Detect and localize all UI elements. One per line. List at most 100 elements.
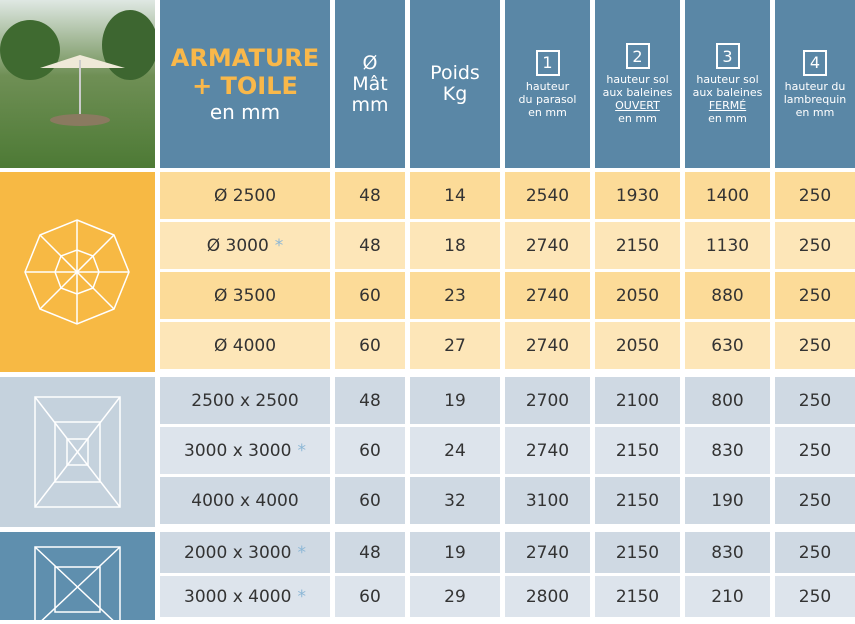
table-cell: 60 (335, 322, 405, 369)
cell-text: 2740 (526, 336, 569, 356)
table-cell: 1930 (595, 172, 680, 219)
cell-text: 2050 (616, 286, 659, 306)
cell-text: 24 (444, 441, 466, 461)
table-cell: 3000 x 3000* (160, 427, 330, 474)
column-number: 3 (716, 43, 740, 69)
cell-text: 4000 x 4000 (191, 491, 298, 511)
cell-text: 250 (799, 286, 831, 306)
spec-table: ARMATURE+ TOILEen mmØMâtmmPoidsKg1hauteu… (0, 0, 855, 620)
cell-text: 23 (444, 286, 466, 306)
cell-text: 250 (799, 543, 831, 563)
table-cell: 250 (775, 427, 855, 474)
header-text: hauteur sol (696, 73, 758, 86)
table-cell: 2150 (595, 477, 680, 524)
table-cell: 48 (335, 532, 405, 573)
table-cell: 1130 (685, 222, 770, 269)
table-cell: 48 (335, 377, 405, 424)
table-cell: 2000 x 3000 * (160, 532, 330, 573)
table-cell: Ø 3000* (160, 222, 330, 269)
table-cell: 2500 x 2500 (160, 377, 330, 424)
table-cell: 19 (410, 532, 500, 573)
header-text: en mm (210, 100, 280, 124)
cell-text: 630 (711, 336, 743, 356)
table-cell: 190 (685, 477, 770, 524)
header-text: Ø (363, 53, 378, 74)
table-cell: 2150 (595, 576, 680, 617)
cell-text: 19 (444, 391, 466, 411)
cell-text: 19 (444, 543, 466, 563)
table-cell: 250 (775, 477, 855, 524)
cell-text: 2150 (616, 441, 659, 461)
header-text: + TOILE (192, 72, 298, 100)
table-cell: 250 (775, 272, 855, 319)
cell-text: 250 (799, 587, 831, 607)
note-mark: * (297, 587, 306, 607)
table-cell: 32 (410, 477, 500, 524)
cell-text: 190 (711, 491, 743, 511)
cell-text: 1130 (706, 236, 749, 256)
cell-text: 2740 (526, 286, 569, 306)
note-mark: * (297, 543, 306, 563)
cell-text: 250 (799, 236, 831, 256)
table-cell: 2150 (595, 427, 680, 474)
cell-text: 2540 (526, 186, 569, 206)
table-cell: 2150 (595, 532, 680, 573)
table-cell: 2740 (505, 322, 590, 369)
cell-text: 2150 (616, 236, 659, 256)
cell-text: 2100 (616, 391, 659, 411)
cell-text: 48 (359, 391, 381, 411)
cell-text: 27 (444, 336, 466, 356)
table-cell: 830 (685, 532, 770, 573)
header-text: aux baleines (693, 86, 763, 99)
table-cell: 630 (685, 322, 770, 369)
table-cell: 2800 (505, 576, 590, 617)
cell-text: 60 (359, 441, 381, 461)
table-cell: 250 (775, 377, 855, 424)
cell-text: 60 (359, 491, 381, 511)
column-number: 4 (803, 50, 827, 76)
cell-text: 1930 (616, 186, 659, 206)
table-cell: 14 (410, 172, 500, 219)
table-cell: Ø 2500 (160, 172, 330, 219)
cell-text: 2150 (616, 543, 659, 563)
cell-text: 3000 x 4000 (184, 587, 291, 607)
rect-group-icon (0, 532, 155, 620)
table-cell: 250 (775, 322, 855, 369)
cell-text: 2800 (526, 587, 569, 607)
header-text: Mât (352, 74, 388, 95)
cell-text: 48 (359, 186, 381, 206)
cell-text: 32 (444, 491, 466, 511)
cell-text: 2740 (526, 236, 569, 256)
header-text: hauteur sol (606, 73, 668, 86)
table-cell: 210 (685, 576, 770, 617)
table-cell: 27 (410, 322, 500, 369)
cell-text: 1400 (706, 186, 749, 206)
photo (0, 0, 155, 168)
cell-text: 29 (444, 587, 466, 607)
table-cell: 60 (335, 427, 405, 474)
cell-text: 48 (359, 543, 381, 563)
cell-text: 60 (359, 587, 381, 607)
table-cell: 48 (335, 222, 405, 269)
cell-text: 250 (799, 441, 831, 461)
table-cell: 880 (685, 272, 770, 319)
round-group-icon (0, 172, 155, 372)
cell-text: Ø 4000 (214, 336, 276, 356)
note-mark: * (297, 441, 306, 461)
cell-text: 60 (359, 286, 381, 306)
header-text: ARMATURE (171, 44, 319, 72)
header-text: du parasol (519, 93, 577, 106)
cell-text: Ø 3500 (214, 286, 276, 306)
header-text: en mm (528, 106, 567, 119)
table-cell: 2700 (505, 377, 590, 424)
cell-text: 14 (444, 186, 466, 206)
cell-text: 2150 (616, 587, 659, 607)
cell-text: 3100 (526, 491, 569, 511)
cell-text: 2050 (616, 336, 659, 356)
table-cell: 2740 (505, 222, 590, 269)
cell-text: 2000 x 3000 (184, 543, 291, 563)
